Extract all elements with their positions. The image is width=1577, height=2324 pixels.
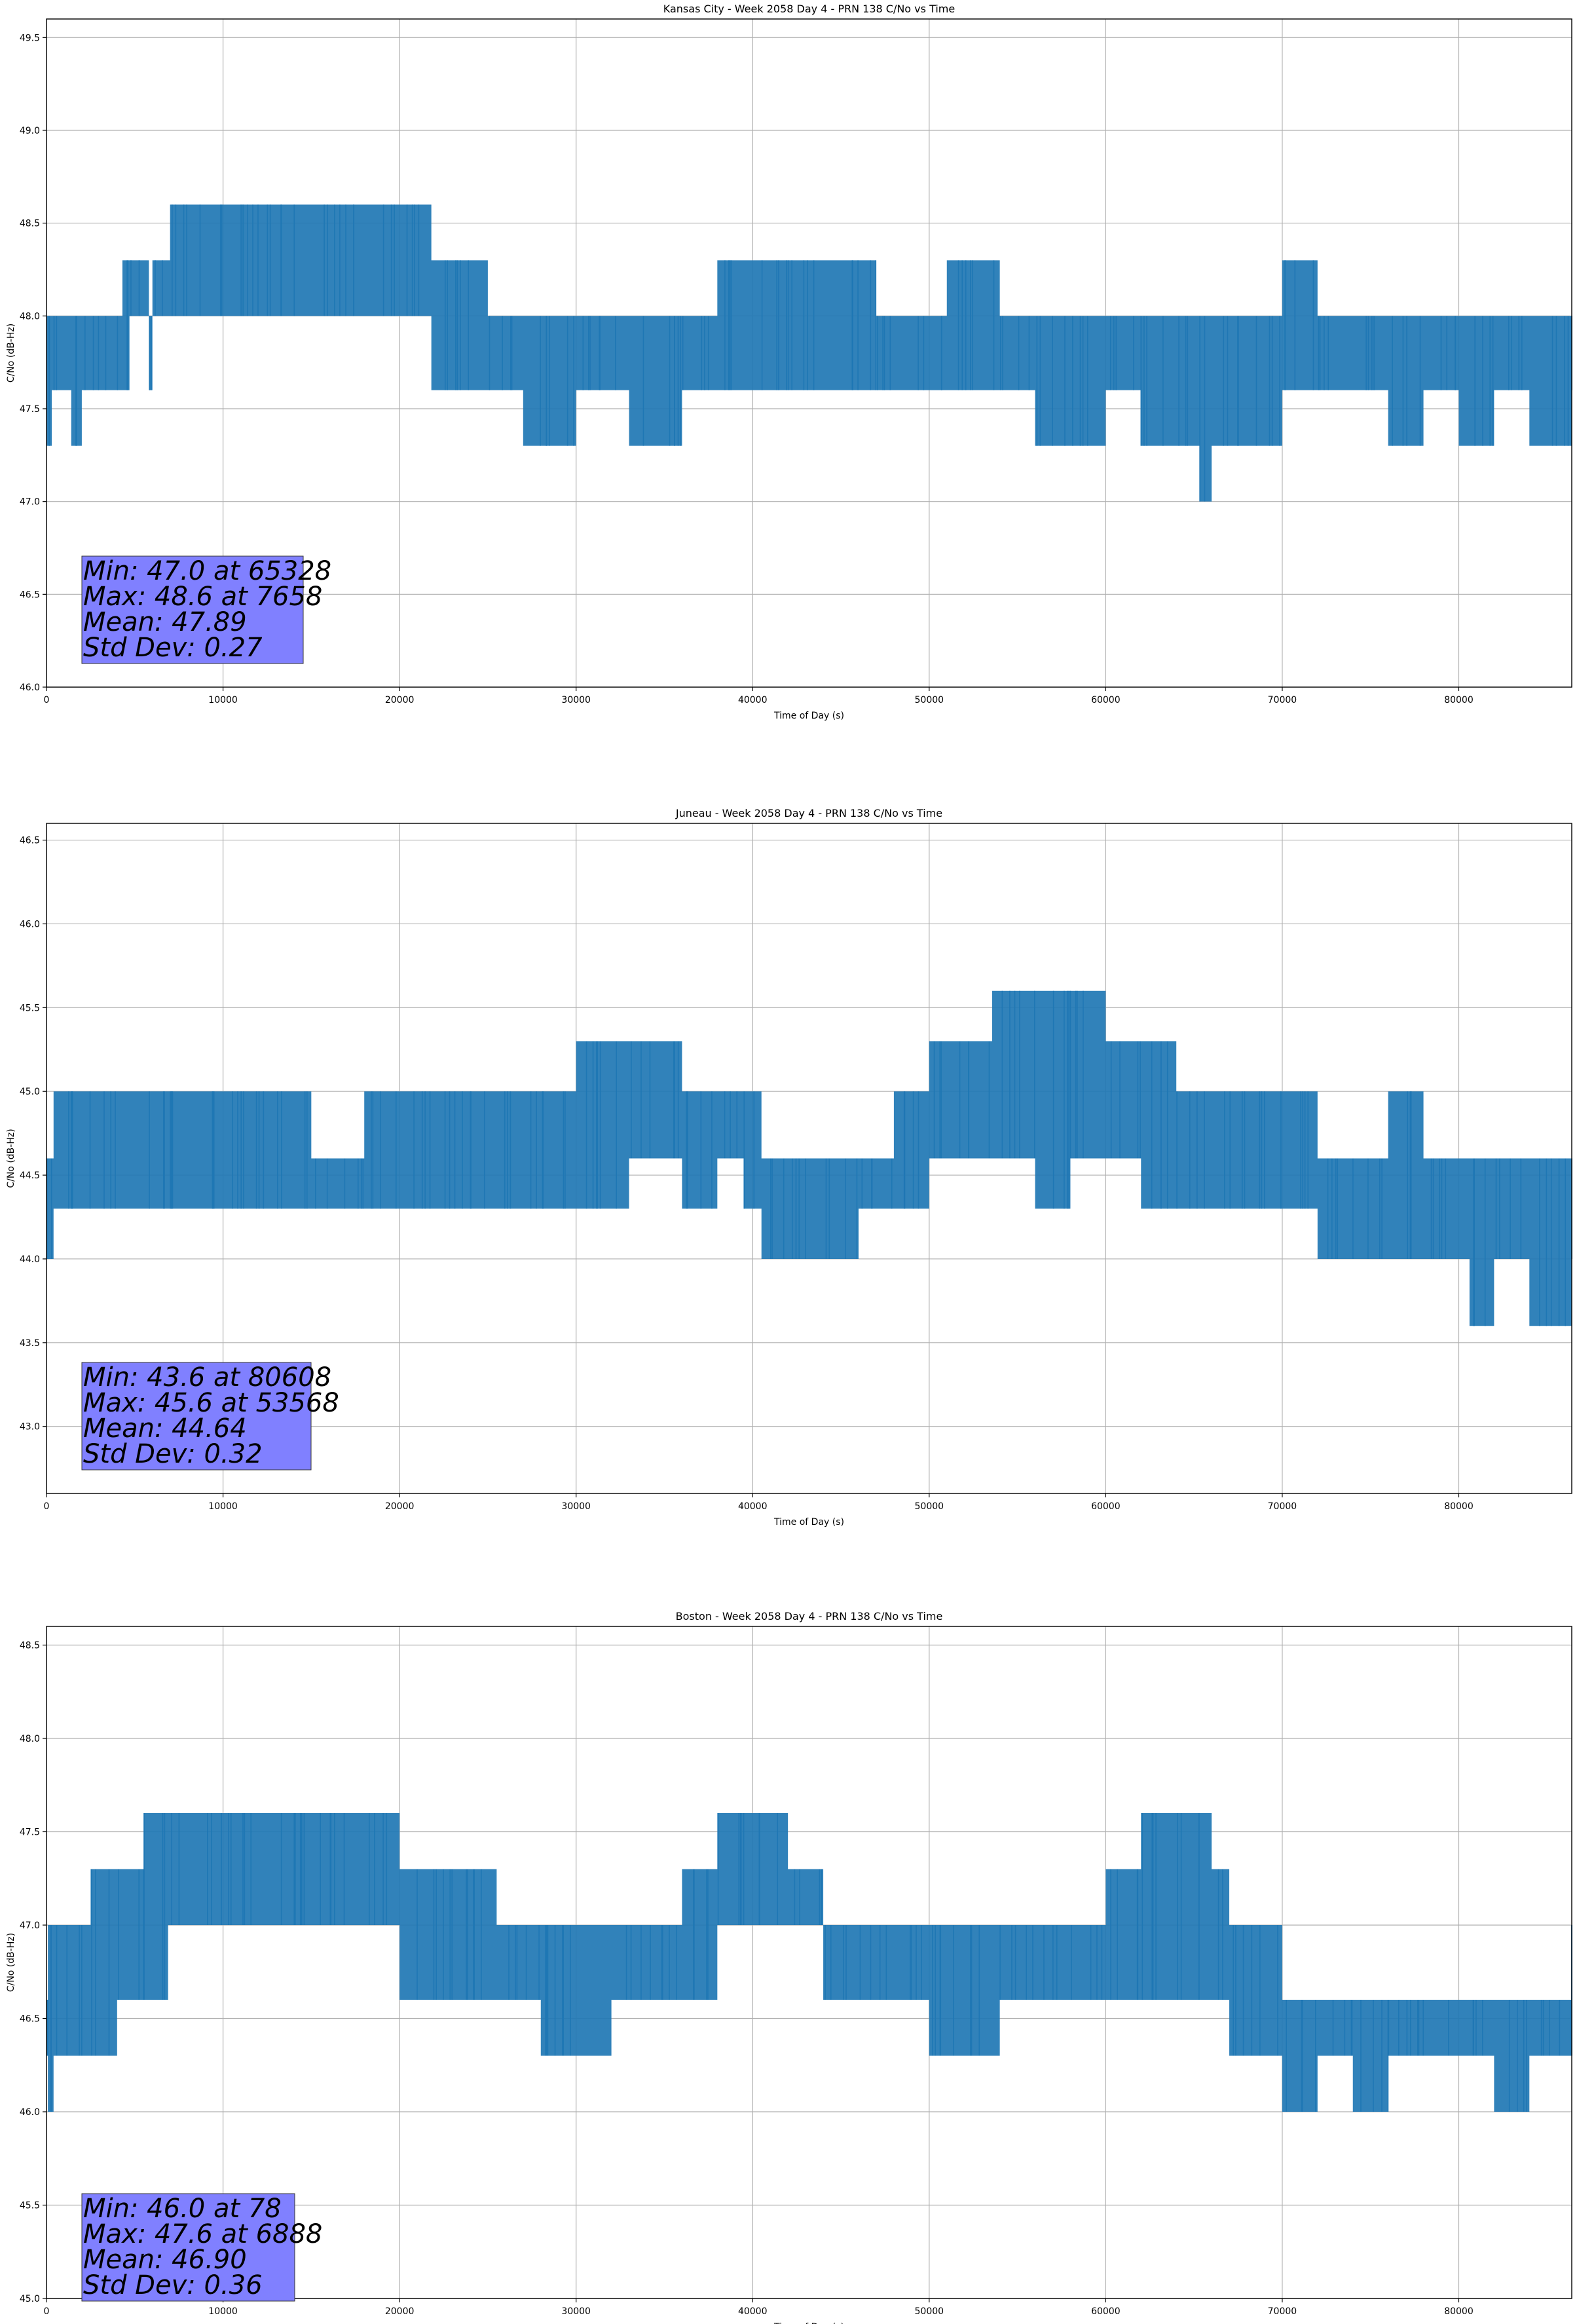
stats-box xyxy=(81,555,304,664)
y-tick-label: 45.5 xyxy=(20,1003,40,1013)
stats-line: Std Dev: 0.36 xyxy=(83,2270,263,2300)
stats-line: Mean: 44.64 xyxy=(83,1414,247,1444)
x-tick-label: 60000 xyxy=(1091,695,1121,705)
y-tick-label: 43.0 xyxy=(20,1422,40,1433)
stats-line: Max: 47.6 at 6888 xyxy=(83,2219,322,2249)
y-tick-label: 46.5 xyxy=(20,590,40,600)
chart-title: Kansas City - Week 2058 Day 4 - PRN 138 … xyxy=(663,3,955,15)
y-tick-label: 49.5 xyxy=(20,33,40,43)
x-tick-label: 70000 xyxy=(1268,695,1297,705)
stats-line: Min: 47.0 at 65328 xyxy=(83,556,331,586)
y-tick-label: 45.5 xyxy=(20,2201,40,2211)
chart-title: Juneau - Week 2058 Day 4 - PRN 138 C/No … xyxy=(675,807,942,819)
y-axis-label: C/No (dB-Hz) xyxy=(6,324,16,383)
stats-box xyxy=(81,2193,295,2302)
y-tick-label: 48.5 xyxy=(20,1641,40,1651)
series-band-1 xyxy=(46,1813,1572,2112)
x-tick-label: 0 xyxy=(44,1501,50,1512)
chart-panel-2: 0 10000 20000 30000 40000 50000 60000 70000 8000… xyxy=(6,807,1572,1527)
plot-frame xyxy=(46,1626,1572,2299)
y-tick-label: 44.5 xyxy=(20,1171,40,1181)
y-tick-label: 46.5 xyxy=(20,2014,40,2025)
x-tick-label: 50000 xyxy=(915,695,944,705)
stats-line: Max: 45.6 at 53568 xyxy=(83,1388,339,1418)
x-tick-label: 60000 xyxy=(1091,2306,1121,2317)
x-tick-label: 60000 xyxy=(1091,1501,1121,1512)
y-tick-label: 45.0 xyxy=(20,1087,40,1097)
x-tick-label: 80000 xyxy=(1444,695,1474,705)
y-tick-label: 47.5 xyxy=(20,404,40,415)
stats-line: Mean: 47.89 xyxy=(83,607,247,637)
x-tick-label: 40000 xyxy=(738,1501,768,1512)
x-axis-label: Time of Day (s) xyxy=(773,2322,844,2324)
y-tick-label: 47.0 xyxy=(20,497,40,508)
x-tick-label: 20000 xyxy=(385,695,415,705)
x-tick-label: 30000 xyxy=(561,695,591,705)
x-tick-label: 10000 xyxy=(208,1501,238,1512)
x-tick-label: 30000 xyxy=(561,1501,591,1512)
chart-title: Boston - Week 2058 Day 4 - PRN 138 C/No … xyxy=(676,1610,943,1622)
chart-panel-3: 0 10000 20000 30000 40000 50000 60000 70000 8000… xyxy=(6,1610,1572,2324)
y-tick-label: 44.0 xyxy=(20,1254,40,1265)
stats-line: Max: 48.6 at 7658 xyxy=(83,582,322,612)
y-tick-label: 46.0 xyxy=(20,2107,40,2118)
y-tick-label: 47.5 xyxy=(20,1827,40,1838)
x-tick-label: 30000 xyxy=(561,2306,591,2317)
y-tick-label: 46.0 xyxy=(20,683,40,693)
plot-frame xyxy=(46,823,1572,1494)
stats-line: Std Dev: 0.27 xyxy=(83,633,263,663)
y-tick-label: 43.5 xyxy=(20,1338,40,1349)
stats-line: Min: 43.6 at 80608 xyxy=(83,1362,331,1393)
x-tick-label: 70000 xyxy=(1268,2306,1297,2317)
y-tick-label: 48.0 xyxy=(20,311,40,322)
y-axis-label: C/No (dB-Hz) xyxy=(6,1129,16,1188)
x-axis-label: Time of Day (s) xyxy=(773,1517,844,1527)
x-tick-label: 50000 xyxy=(915,2306,944,2317)
x-tick-label: 0 xyxy=(44,2306,50,2317)
x-tick-label: 20000 xyxy=(385,1501,415,1512)
chart-panel-1: 0 10000 20000 30000 40000 50000 60000 70000 8000… xyxy=(6,3,1572,721)
x-tick-label: 40000 xyxy=(738,2306,768,2317)
x-axis-label: Time of Day (s) xyxy=(773,711,844,721)
stats-box xyxy=(81,1362,312,1471)
y-tick-label: 46.0 xyxy=(20,919,40,929)
y-tick-label: 47.0 xyxy=(20,1921,40,1931)
y-tick-label: 48.0 xyxy=(20,1734,40,1744)
y-tick-label: 49.0 xyxy=(20,126,40,136)
stats-line: Mean: 46.90 xyxy=(83,2245,247,2275)
stats-line: Std Dev: 0.32 xyxy=(83,1439,263,1469)
x-tick-label: 10000 xyxy=(208,2306,238,2317)
x-tick-label: 80000 xyxy=(1444,1501,1474,1512)
y-tick-label: 48.5 xyxy=(20,219,40,229)
x-tick-label: 50000 xyxy=(915,1501,944,1512)
x-tick-label: 80000 xyxy=(1444,2306,1474,2317)
series-band-1 xyxy=(46,990,1572,1326)
y-axis-label: C/No (dB-Hz) xyxy=(6,1933,16,1992)
x-tick-label: 40000 xyxy=(738,695,768,705)
series-band-1 xyxy=(46,204,1572,502)
x-tick-label: 70000 xyxy=(1268,1501,1297,1512)
x-tick-label: 10000 xyxy=(208,695,238,705)
x-tick-label: 0 xyxy=(44,695,50,705)
stats-line: Min: 46.0 at 78 xyxy=(83,2194,282,2224)
y-tick-label: 45.0 xyxy=(20,2294,40,2304)
y-tick-label: 46.5 xyxy=(20,836,40,846)
plot-frame xyxy=(46,18,1572,688)
x-tick-label: 20000 xyxy=(385,2306,415,2317)
